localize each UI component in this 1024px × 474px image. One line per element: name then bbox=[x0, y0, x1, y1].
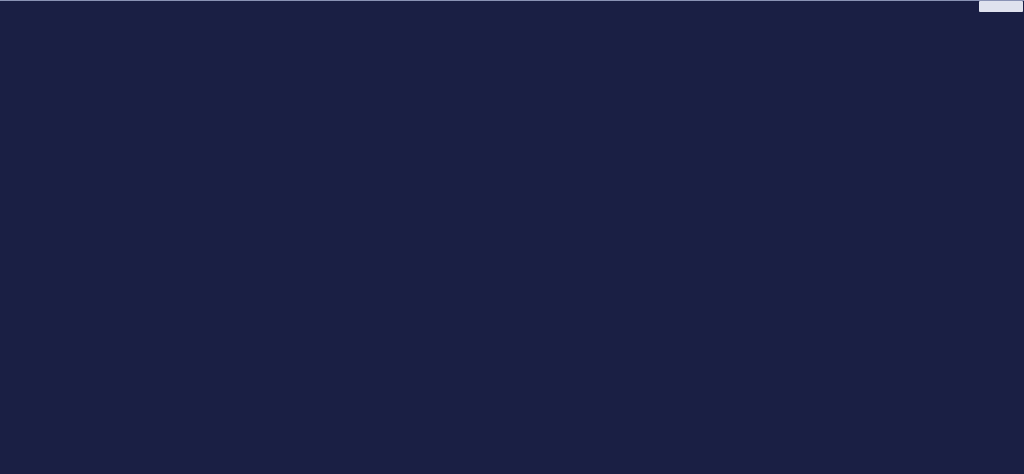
symbol-ohlc-title[interactable] bbox=[4, 4, 7, 13]
current-price-tag[interactable] bbox=[979, 1, 1023, 12]
rsi-indicator-label bbox=[4, 323, 6, 332]
macd-indicator-label bbox=[4, 393, 6, 402]
